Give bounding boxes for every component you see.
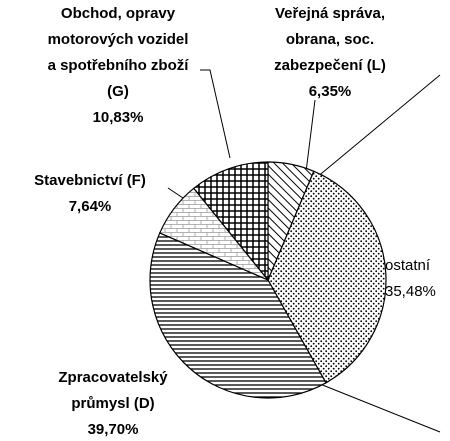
leader-line <box>200 69 231 159</box>
leader-line <box>305 99 316 173</box>
label-line: Veřejná správa, <box>275 5 385 22</box>
value-label: 35,48% <box>385 283 436 300</box>
slice-label: Zpracovatelský průmysl (D) <box>58 369 168 412</box>
pie-slice <box>149 232 327 399</box>
slice-label: Veřejná správa, obrana, soc. zabezpečení (… <box>274 5 386 74</box>
label-line: a spotřebního zboží <box>48 57 190 74</box>
label-line: (G) <box>107 83 129 100</box>
label-line: obrana, soc. <box>286 31 374 48</box>
value-label: 39,70% <box>88 421 139 438</box>
value-label: 7,64% <box>69 198 112 215</box>
leader-line <box>319 383 441 433</box>
slice-label: Obchod, opravy motorových vozidel a spotře… <box>48 5 190 100</box>
value-label: 10,83% <box>93 109 144 126</box>
label-line: zabezpečení (L) <box>274 57 386 74</box>
value-label: 6,35% <box>309 83 352 100</box>
label-line: motorových vozidel <box>48 31 189 48</box>
label-line: Obchod, opravy <box>61 5 176 22</box>
label-line: ostatní <box>385 257 431 274</box>
slice-label: Stavebnictví (F) <box>34 172 146 189</box>
label-line: Stavebnictví (F) <box>34 172 146 189</box>
slice-label: ostatní <box>385 257 431 274</box>
label-line: Zpracovatelský <box>58 369 168 386</box>
pie-slice <box>267 170 387 384</box>
leader-line <box>315 74 441 179</box>
label-line: průmysl (D) <box>71 395 154 412</box>
pie-slice <box>192 161 269 282</box>
